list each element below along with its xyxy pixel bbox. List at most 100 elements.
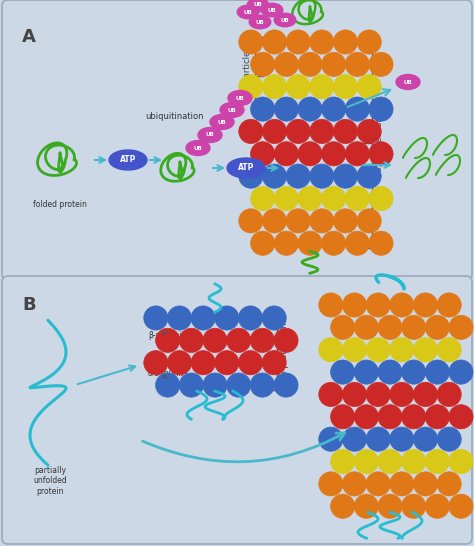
Circle shape (401, 494, 426, 518)
Text: UB: UB (206, 133, 214, 138)
Circle shape (390, 427, 414, 451)
Circle shape (345, 52, 369, 76)
Circle shape (401, 360, 426, 384)
Circle shape (437, 293, 461, 317)
Ellipse shape (198, 128, 222, 143)
Circle shape (378, 494, 402, 518)
Ellipse shape (261, 3, 283, 17)
Text: UB: UB (255, 20, 264, 25)
Circle shape (298, 231, 322, 256)
Circle shape (238, 351, 263, 375)
Circle shape (437, 337, 461, 362)
Circle shape (437, 427, 461, 451)
Circle shape (333, 209, 357, 233)
Circle shape (390, 337, 414, 362)
Circle shape (449, 405, 473, 429)
Circle shape (250, 328, 274, 353)
Circle shape (203, 373, 227, 397)
Circle shape (401, 405, 426, 429)
Circle shape (330, 360, 355, 384)
Circle shape (263, 30, 287, 54)
Ellipse shape (210, 115, 234, 129)
Circle shape (262, 351, 286, 375)
Circle shape (179, 373, 203, 397)
Circle shape (330, 494, 355, 518)
Circle shape (333, 75, 357, 99)
Circle shape (333, 30, 357, 54)
Circle shape (250, 373, 274, 397)
Circle shape (251, 186, 275, 211)
Circle shape (330, 405, 355, 429)
Circle shape (333, 120, 357, 144)
Circle shape (310, 120, 334, 144)
Ellipse shape (249, 15, 271, 29)
Circle shape (274, 231, 299, 256)
Circle shape (357, 30, 381, 54)
Circle shape (357, 164, 381, 188)
Circle shape (251, 52, 275, 76)
Circle shape (345, 97, 369, 121)
Text: UB: UB (268, 8, 276, 13)
Circle shape (449, 360, 473, 384)
Ellipse shape (237, 5, 259, 19)
Circle shape (366, 382, 390, 407)
Circle shape (342, 427, 366, 451)
Circle shape (155, 328, 180, 353)
Circle shape (437, 382, 461, 407)
Circle shape (354, 405, 378, 429)
Circle shape (390, 382, 414, 407)
Circle shape (413, 427, 438, 451)
Text: ATP: ATP (238, 163, 254, 173)
Ellipse shape (247, 0, 269, 12)
Circle shape (330, 449, 355, 473)
Circle shape (378, 360, 402, 384)
Text: 19S particle: 19S particle (243, 50, 252, 100)
Circle shape (342, 382, 366, 407)
Circle shape (425, 360, 449, 384)
Circle shape (227, 328, 251, 353)
Circle shape (286, 30, 310, 54)
Circle shape (345, 186, 369, 211)
Circle shape (321, 231, 346, 256)
Text: α-subunits: α-subunits (148, 370, 189, 378)
Circle shape (263, 120, 287, 144)
Ellipse shape (396, 74, 420, 90)
Circle shape (298, 186, 322, 211)
Circle shape (286, 75, 310, 99)
Circle shape (321, 52, 346, 76)
Circle shape (369, 142, 393, 166)
Circle shape (319, 472, 343, 496)
Circle shape (179, 328, 203, 353)
Circle shape (286, 120, 310, 144)
Circle shape (345, 142, 369, 166)
Text: folded protein: folded protein (33, 200, 87, 209)
Circle shape (413, 472, 438, 496)
Circle shape (262, 306, 286, 330)
Circle shape (357, 209, 381, 233)
Text: UB: UB (228, 108, 237, 112)
Circle shape (413, 337, 438, 362)
FancyBboxPatch shape (2, 0, 472, 280)
Circle shape (191, 351, 215, 375)
Circle shape (425, 494, 449, 518)
Circle shape (298, 52, 322, 76)
Circle shape (251, 231, 275, 256)
Circle shape (366, 472, 390, 496)
Circle shape (167, 351, 191, 375)
Circle shape (274, 52, 299, 76)
Circle shape (203, 328, 227, 353)
Circle shape (366, 427, 390, 451)
Circle shape (239, 209, 263, 233)
Text: UB: UB (281, 17, 289, 22)
Text: UB: UB (244, 9, 252, 15)
Circle shape (286, 164, 310, 188)
Circle shape (215, 306, 239, 330)
Circle shape (369, 97, 393, 121)
Circle shape (378, 315, 402, 340)
Text: ATP: ATP (120, 156, 136, 164)
Circle shape (321, 186, 346, 211)
Circle shape (251, 97, 275, 121)
Circle shape (263, 209, 287, 233)
Circle shape (449, 315, 473, 340)
Circle shape (390, 293, 414, 317)
